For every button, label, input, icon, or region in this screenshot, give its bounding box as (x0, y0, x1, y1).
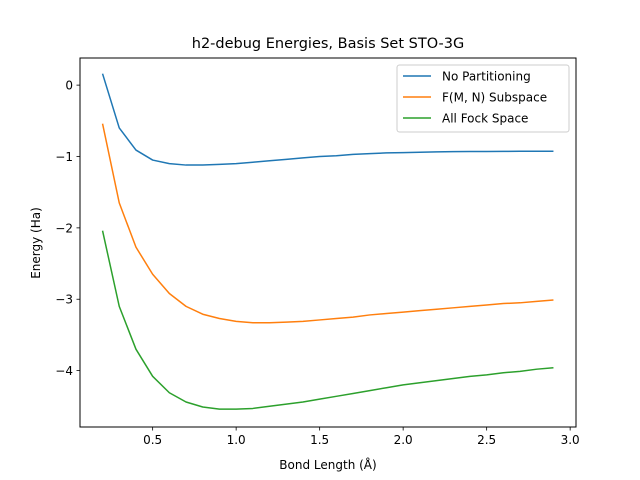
y-tick-label: −2 (55, 221, 73, 235)
y-tick-label: −1 (55, 150, 73, 164)
series-line-1 (101, 73, 554, 166)
plot-frame (79, 57, 577, 428)
y-axis-label: Energy (Ha) (29, 207, 43, 279)
legend-label-2: F(M, N) Subspace (442, 91, 547, 105)
x-tick-label: 1.0 (227, 433, 246, 447)
chart-title: h2-debug Energies, Basis Set STO-3G (192, 36, 464, 52)
legend-label-3: All Fock Space (442, 112, 528, 126)
y-tick-label: 0 (65, 79, 73, 93)
series-layer (101, 73, 554, 410)
series-line-3 (101, 230, 554, 410)
legend-label-1: No Partitioning (442, 70, 531, 84)
legend-box (396, 64, 570, 133)
series-line-2 (101, 123, 554, 324)
x-tick-label: 2.0 (394, 433, 413, 447)
y-tick-label: −3 (55, 293, 73, 307)
x-tick-label: 3.0 (561, 433, 580, 447)
x-axis-label: Bond Length (Å) (279, 457, 376, 472)
legend: No Partitioning F(M, N) Subspace All Fock … (396, 64, 570, 133)
tick-layer: 0.5 1.0 1.5 2.0 2.5 3.0 0 −1 −2 −3 −4 (55, 79, 579, 447)
x-tick-label: 0.5 (143, 433, 162, 447)
x-tick-label: 1.5 (310, 433, 329, 447)
y-tick-label: −4 (55, 364, 73, 378)
x-tick-label: 2.5 (477, 433, 496, 447)
